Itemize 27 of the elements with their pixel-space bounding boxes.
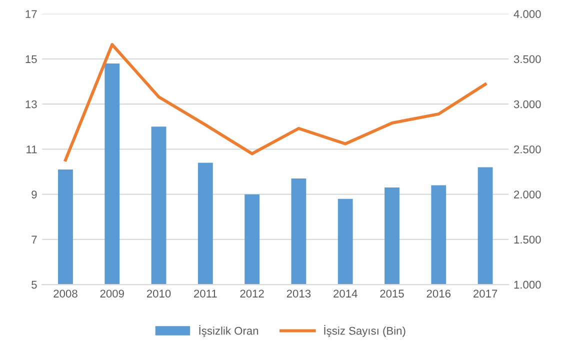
legend-label: İşsizlik Oran [199, 325, 258, 337]
x-tick-label: 2013 [286, 290, 311, 298]
line-series [64, 43, 487, 162]
y-tick-label: 11 [26, 146, 37, 154]
y-tick-label: 17 [26, 10, 37, 18]
legend-label: İşsiz Sayısı (Bin) [324, 325, 406, 337]
x-tick-label: 2008 [54, 290, 78, 298]
y2-tick-label: 2.500 [514, 145, 541, 154]
y-tick-label: 9 [32, 190, 37, 198]
x-tick-label: 2017 [473, 290, 498, 298]
y2-tick-label: 4.000 [514, 10, 541, 18]
y2-tick-label: 1.000 [514, 280, 541, 289]
y-tick-label: 5 [32, 280, 37, 289]
x-tick-label: 2012 [240, 290, 264, 298]
y-tick-label: 13 [26, 100, 37, 108]
y2-tick-label: 3.500 [514, 55, 541, 64]
y2-tick-label: 1.500 [514, 236, 541, 244]
x-tick-label: 2016 [426, 290, 451, 298]
y2-tick-label: 2.000 [514, 190, 541, 198]
y2-tick-label: 3.000 [514, 100, 541, 108]
x-tick-label: 2011 [194, 290, 217, 298]
y-tick-label: 7 [32, 236, 37, 244]
x-tick-label: 2014 [334, 290, 358, 298]
x-tick-label: 2015 [380, 290, 404, 298]
x-tick-label: 2009 [100, 290, 124, 298]
y-tick-label: 15 [26, 55, 37, 64]
x-tick-label: 2010 [146, 290, 171, 298]
